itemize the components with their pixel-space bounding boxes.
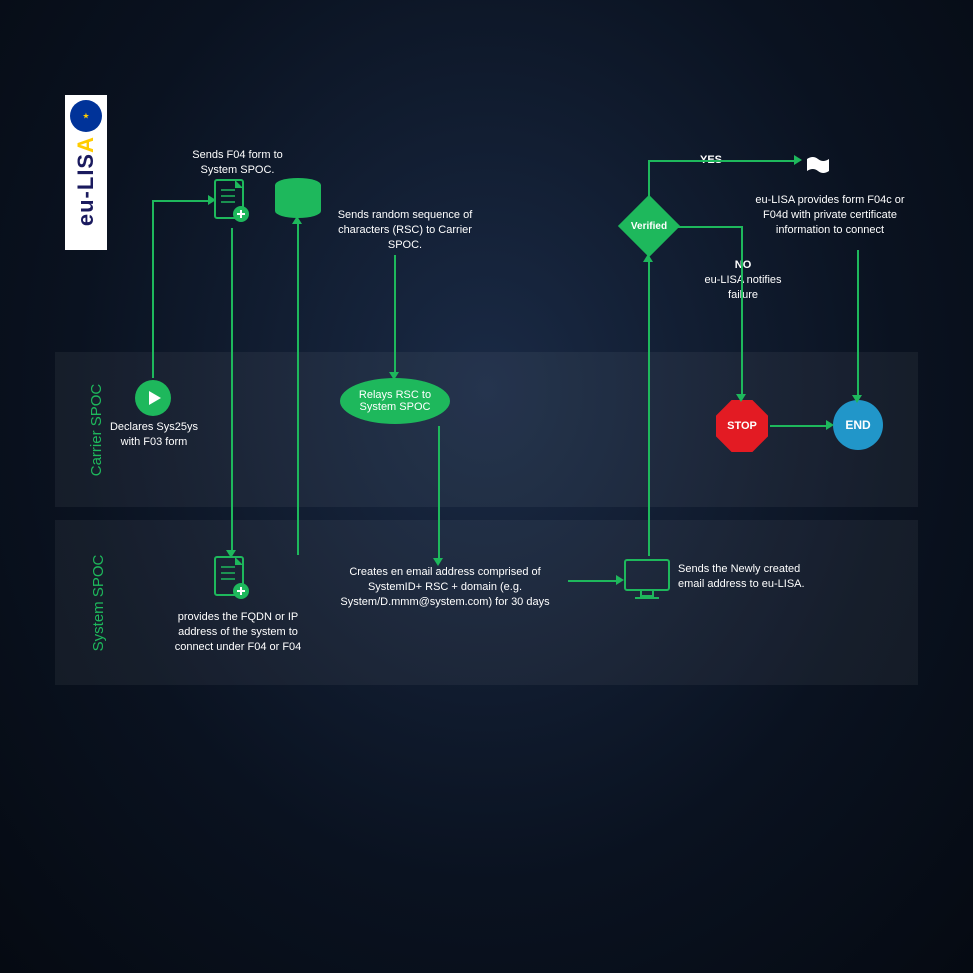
edge	[648, 260, 650, 556]
carrier-spoc-label: Carrier SPOC	[88, 383, 105, 476]
arrow-icon	[643, 254, 653, 262]
arrow-icon	[736, 394, 746, 402]
arrow-icon	[389, 372, 399, 380]
start-label: Declares Sys25ys with F03 form	[104, 420, 204, 450]
create-email-label: Creates en email address comprised of Sy…	[325, 565, 565, 610]
arrow-icon	[226, 550, 236, 558]
end-node: END	[833, 400, 883, 450]
arrow-icon	[826, 420, 834, 430]
arrow-icon	[208, 195, 216, 205]
system-spoc-label: System SPOC	[90, 554, 107, 651]
edge	[648, 160, 650, 198]
no-label: NOeu-LISA notifies failure	[688, 258, 798, 303]
start-icon	[135, 380, 171, 416]
edge	[648, 160, 796, 162]
logo-text: eu-LISA	[73, 136, 99, 226]
fqdn-label: provides the FQDN or IP address of the s…	[168, 610, 308, 655]
edge	[152, 200, 210, 202]
edge	[438, 426, 440, 561]
send-rsc-label: Sends random sequence of characters (RSC…	[330, 208, 480, 253]
verified-decision: Verified	[618, 195, 680, 257]
flag-icon	[803, 155, 833, 185]
relay-node: Relays RSC to System SPOC	[340, 378, 450, 424]
arrow-icon	[292, 216, 302, 224]
edge	[678, 226, 742, 228]
arrow-icon	[616, 575, 624, 585]
send-email-label: Sends the Newly created email address to…	[678, 562, 808, 592]
database-icon	[275, 178, 321, 218]
form-icon	[213, 178, 251, 224]
edge	[231, 228, 233, 553]
send-f04-label: Sends F04 form to System SPOC.	[185, 148, 290, 178]
edge	[152, 200, 154, 378]
form-icon-2	[213, 555, 251, 601]
edge	[857, 250, 859, 398]
eu-flag-icon	[70, 100, 102, 132]
provides-label: eu-LISA provides form F04c or F04d with …	[750, 193, 910, 238]
arrow-icon	[794, 155, 802, 165]
edge	[770, 425, 828, 427]
monitor-icon	[623, 558, 671, 602]
arrow-icon	[852, 395, 862, 403]
edge	[394, 255, 396, 375]
edge	[741, 226, 743, 396]
edge	[568, 580, 618, 582]
eu-lisa-logo: eu-LISA	[65, 95, 107, 250]
edge	[297, 222, 299, 555]
arrow-icon	[433, 558, 443, 566]
